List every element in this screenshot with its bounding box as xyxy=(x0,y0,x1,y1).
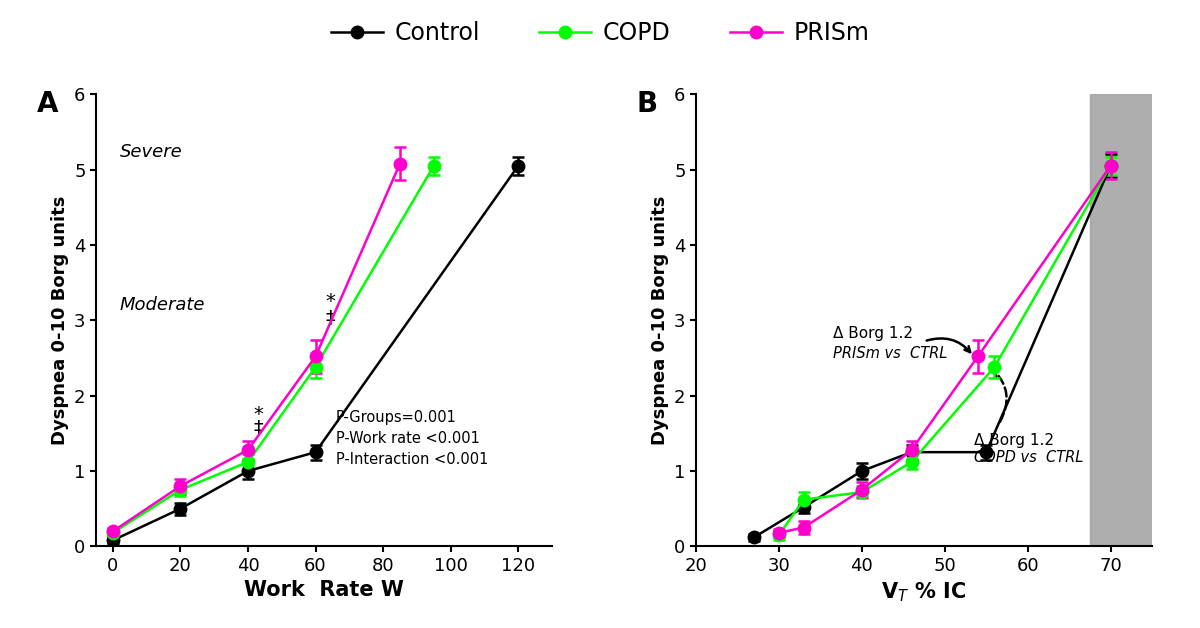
Text: Δ Borg 1.2: Δ Borg 1.2 xyxy=(973,433,1054,448)
Y-axis label: Dyspnea 0-10 Borg units: Dyspnea 0-10 Borg units xyxy=(50,195,68,445)
Legend: Control, COPD, PRISm: Control, COPD, PRISm xyxy=(322,12,878,55)
Text: Moderate: Moderate xyxy=(120,296,205,314)
Text: Severe: Severe xyxy=(120,143,182,161)
Text: *: * xyxy=(325,292,336,311)
Text: *: * xyxy=(253,405,263,425)
Text: B: B xyxy=(637,90,658,117)
Y-axis label: Dyspnea 0-10 Borg units: Dyspnea 0-10 Borg units xyxy=(650,195,668,445)
Text: Δ Borg 1.2: Δ Borg 1.2 xyxy=(833,327,913,342)
Text: A: A xyxy=(37,90,59,117)
X-axis label: Work  Rate W: Work Rate W xyxy=(244,580,404,600)
Bar xyxy=(1090,94,1156,546)
Text: ‡: ‡ xyxy=(325,309,335,328)
Text: COPD vs  CTRL: COPD vs CTRL xyxy=(973,450,1084,465)
Text: PRISm vs  CTRL: PRISm vs CTRL xyxy=(833,346,947,361)
Text: ‡: ‡ xyxy=(253,419,263,438)
X-axis label: V$_T$ % IC: V$_T$ % IC xyxy=(882,580,966,604)
Text: P-Groups=0.001
P-Work rate <0.001
P-Interaction <0.001: P-Groups=0.001 P-Work rate <0.001 P-Inte… xyxy=(336,410,488,467)
